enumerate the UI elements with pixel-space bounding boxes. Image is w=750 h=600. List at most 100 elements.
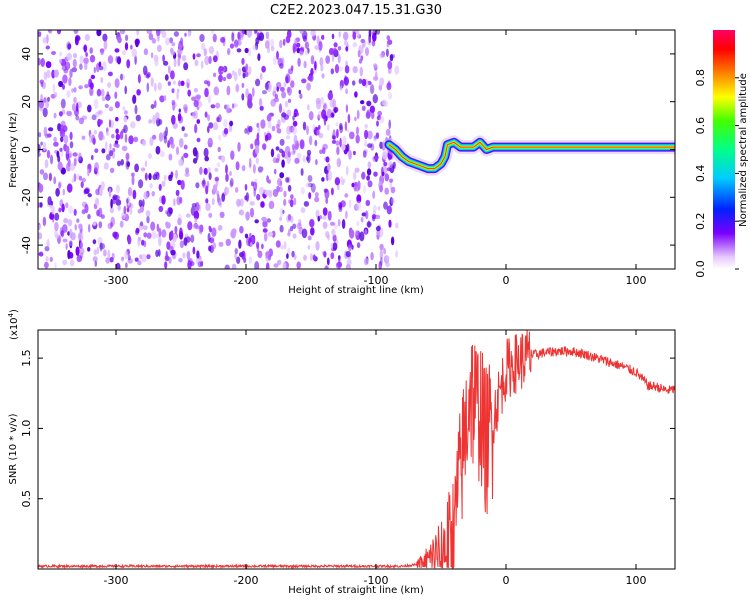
noise-speck xyxy=(365,47,369,56)
noise-speck xyxy=(314,192,319,198)
noise-speck xyxy=(279,186,283,193)
noise-speck xyxy=(99,110,103,115)
noise-speck xyxy=(256,193,261,201)
noise-speck xyxy=(79,247,85,255)
noise-speck xyxy=(157,32,160,42)
noise-speck xyxy=(170,249,176,256)
noise-speck xyxy=(366,175,370,181)
noise-speck xyxy=(102,33,108,42)
noise-speck xyxy=(71,103,77,112)
noise-speck xyxy=(38,183,44,193)
noise-speck xyxy=(48,127,54,132)
noise-speck xyxy=(158,227,162,238)
noise-speck xyxy=(219,211,225,218)
noise-speck xyxy=(193,110,198,119)
exponent-close: ) xyxy=(9,309,20,313)
noise-speck xyxy=(64,61,71,70)
noise-speck xyxy=(46,149,51,159)
noise-speck xyxy=(55,187,60,197)
noise-speck xyxy=(163,135,168,144)
noise-speck xyxy=(386,35,391,41)
noise-speck xyxy=(270,148,275,158)
noise-speck xyxy=(105,257,110,264)
noise-speck xyxy=(45,45,50,50)
noise-speck xyxy=(151,231,157,240)
noise-speck xyxy=(248,126,253,133)
noise-speck xyxy=(58,182,61,189)
noise-speck xyxy=(222,38,226,47)
noise-speck xyxy=(132,189,137,200)
noise-speck xyxy=(186,250,191,260)
noise-speck xyxy=(159,95,165,103)
noise-speck xyxy=(154,59,159,67)
noise-speck xyxy=(98,131,104,141)
noise-speck xyxy=(38,143,41,153)
noise-speck xyxy=(137,260,142,266)
noise-speck xyxy=(271,125,276,132)
noise-speck xyxy=(123,110,128,115)
noise-speck xyxy=(105,154,111,161)
noise-speck xyxy=(262,228,268,233)
noise-speck xyxy=(379,243,384,251)
noise-speck xyxy=(164,74,169,81)
noise-speck xyxy=(158,183,162,191)
noise-speck xyxy=(307,235,312,241)
noise-speck xyxy=(387,60,393,70)
noise-speck xyxy=(255,78,261,87)
noise-speck xyxy=(316,35,320,46)
noise-speck xyxy=(320,65,324,72)
noise-speck xyxy=(283,241,287,250)
noise-speck xyxy=(150,221,156,231)
noise-speck xyxy=(252,164,256,174)
noise-speck xyxy=(94,148,99,153)
spectrogram-y-label: Frequency (Hz) xyxy=(8,112,19,188)
noise-speck xyxy=(102,135,105,141)
noise-speck xyxy=(353,171,357,181)
noise-speck xyxy=(159,150,165,158)
noise-speck xyxy=(292,120,298,127)
noise-speck xyxy=(114,101,120,109)
noise-speck xyxy=(84,203,89,214)
noise-speck xyxy=(204,87,209,98)
noise-speck xyxy=(300,207,306,214)
noise-speck xyxy=(73,30,79,34)
noise-speck xyxy=(223,118,228,128)
noise-speck xyxy=(356,194,362,204)
noise-speck xyxy=(233,39,239,48)
noise-speck xyxy=(279,224,284,233)
noise-speck xyxy=(53,112,57,119)
noise-speck xyxy=(208,46,215,55)
noise-speck xyxy=(73,158,77,167)
noise-speck xyxy=(322,221,328,229)
snr-x-label: Height of straight line (km) xyxy=(288,585,424,596)
noise-speck xyxy=(178,115,184,124)
noise-speck xyxy=(109,150,114,157)
noise-speck xyxy=(306,149,312,156)
noise-speck xyxy=(50,205,56,215)
noise-speck xyxy=(351,182,355,188)
noise-speck xyxy=(293,197,297,206)
noise-speck xyxy=(187,89,191,97)
noise-speck xyxy=(308,135,313,146)
noise-speck xyxy=(366,168,372,176)
noise-speck xyxy=(100,214,105,219)
noise-speck xyxy=(105,131,110,137)
noise-speck xyxy=(202,183,206,189)
noise-speck xyxy=(345,88,348,95)
noise-speck xyxy=(344,193,349,198)
noise-speck xyxy=(312,254,316,261)
noise-speck xyxy=(180,37,184,45)
noise-speck xyxy=(43,172,48,181)
noise-speck xyxy=(332,98,337,109)
noise-speck xyxy=(193,100,199,108)
noise-speck xyxy=(180,80,185,87)
noise-speck xyxy=(327,210,332,221)
spectrogram-x-label: Height of straight line (km) xyxy=(288,285,424,296)
noise-speck xyxy=(96,30,102,37)
noise-speck xyxy=(214,176,219,182)
noise-speck xyxy=(87,168,90,177)
noise-speck xyxy=(330,187,334,196)
noise-speck xyxy=(146,30,152,34)
noise-speck xyxy=(210,104,216,109)
noise-speck xyxy=(104,141,108,151)
